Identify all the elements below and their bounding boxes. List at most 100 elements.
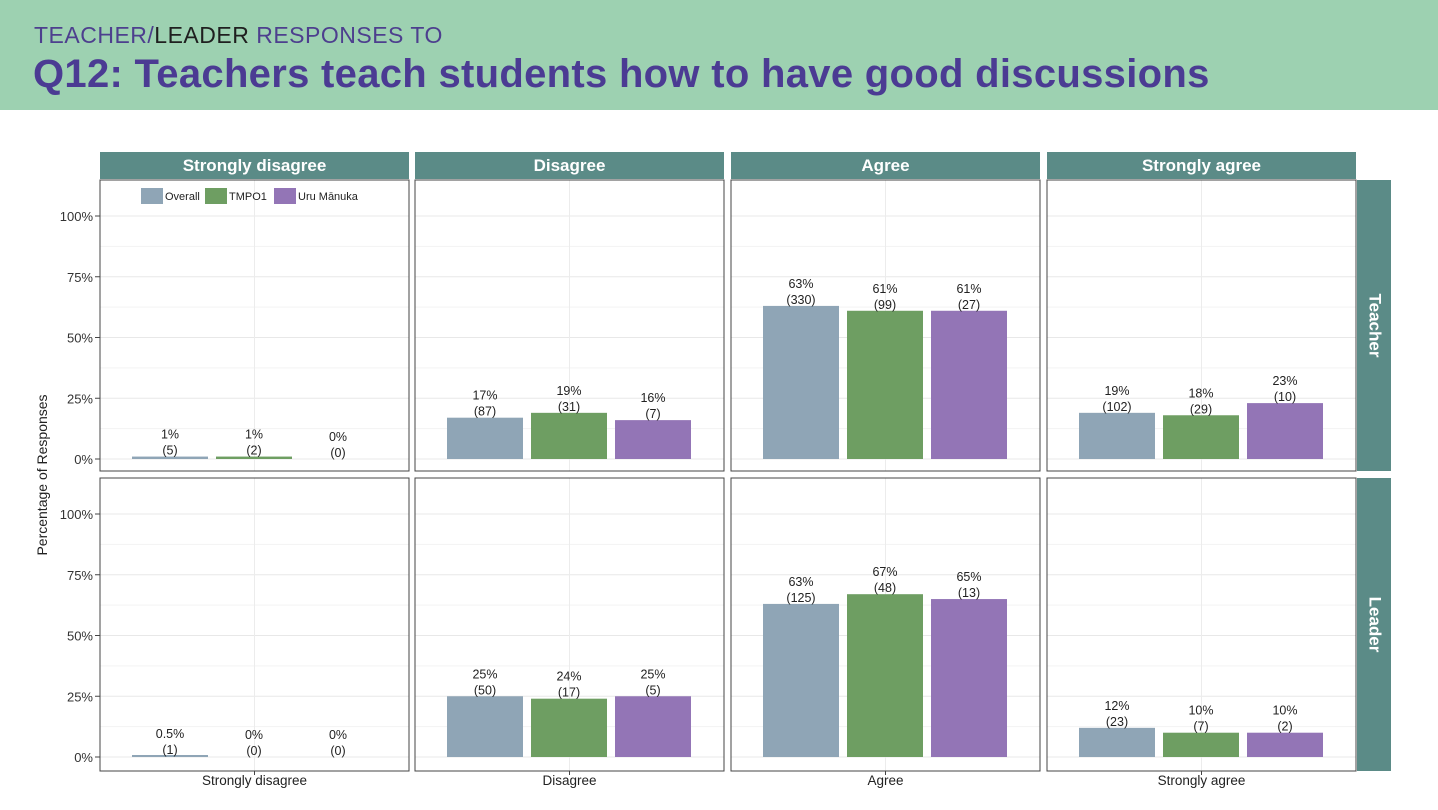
data-label-count: (13) <box>958 586 980 600</box>
bar <box>447 417 523 459</box>
data-label-pct: 19% <box>556 384 581 398</box>
y-tick-label: 75% <box>67 568 93 583</box>
data-label-count: (2) <box>1277 720 1292 734</box>
data-label-pct: 63% <box>788 575 813 589</box>
bar <box>1247 403 1323 459</box>
data-label-pct: 67% <box>872 565 897 579</box>
bar <box>216 456 292 459</box>
legend-label: Uru Mānuka <box>298 191 359 203</box>
kicker-text: TEACHER/LEADER RESPONSES TO <box>34 22 443 49</box>
kicker-rest: RESPONSES TO <box>249 22 443 48</box>
kicker-leader: LEADER <box>154 22 250 48</box>
y-tick-label: 0% <box>74 750 93 765</box>
data-label-count: (17) <box>558 686 580 700</box>
data-label-count: (48) <box>874 581 896 595</box>
y-tick-label: 25% <box>67 689 93 704</box>
bar <box>1163 415 1239 459</box>
data-label-pct: 16% <box>640 391 665 405</box>
data-label-count: (1) <box>162 743 177 757</box>
title-banner: TEACHER/LEADER RESPONSES TO Q12: Teacher… <box>0 0 1438 110</box>
data-label-pct: 0.5% <box>156 727 185 741</box>
row-strip-0 <box>1357 180 1391 471</box>
data-label-count: (27) <box>958 298 980 312</box>
data-label-pct: 25% <box>640 667 665 681</box>
bar <box>615 696 691 757</box>
bar <box>132 755 208 757</box>
data-label-pct: 1% <box>161 428 179 442</box>
data-label-pct: 10% <box>1188 704 1213 718</box>
bar <box>1247 732 1323 757</box>
data-label-count: (125) <box>786 591 815 605</box>
data-label-count: (31) <box>558 400 580 414</box>
y-tick-label: 100% <box>60 507 94 522</box>
legend-label: Overall <box>165 191 200 203</box>
y-axis-label: Percentage of Responses <box>34 394 50 555</box>
bar <box>847 594 923 757</box>
bar <box>763 305 839 459</box>
data-label-count: (10) <box>1274 390 1296 404</box>
data-label-count: (7) <box>1193 720 1208 734</box>
kicker-teacher: TEACHER/ <box>34 22 155 48</box>
data-label-pct: 65% <box>956 570 981 584</box>
data-label-pct: 10% <box>1272 704 1297 718</box>
strip-3 <box>1047 152 1356 179</box>
data-label-pct: 19% <box>1104 384 1129 398</box>
data-label-pct: 61% <box>872 282 897 296</box>
row-strip-1 <box>1357 478 1391 771</box>
x-tick-label: Agree <box>867 773 903 788</box>
legend-swatch <box>141 188 163 204</box>
strip-0 <box>100 152 409 179</box>
data-label-pct: 0% <box>245 728 263 742</box>
strip-label: Disagree <box>534 156 606 175</box>
data-label-count: (7) <box>645 407 660 421</box>
legend-swatch <box>205 188 227 204</box>
data-label-count: (0) <box>330 446 345 460</box>
data-label-count: (0) <box>330 744 345 758</box>
data-label-count: (5) <box>162 444 177 458</box>
data-label-count: (102) <box>1102 400 1131 414</box>
strip-label: Strongly disagree <box>183 156 327 175</box>
data-label-count: (99) <box>874 298 896 312</box>
legend-swatch <box>274 188 296 204</box>
bar <box>763 603 839 757</box>
y-tick-label: 25% <box>67 391 93 406</box>
x-tick-label: Strongly agree <box>1158 773 1246 788</box>
panel-border <box>99 179 410 472</box>
bar <box>931 310 1007 459</box>
strip-1 <box>415 152 724 179</box>
bar <box>531 698 607 757</box>
data-label-pct: 12% <box>1104 699 1129 713</box>
y-tick-label: 50% <box>67 629 93 644</box>
strip-label: Agree <box>861 156 909 175</box>
bar <box>847 310 923 459</box>
y-tick-label: 75% <box>67 270 93 285</box>
data-label-count: (50) <box>474 683 496 697</box>
data-label-count: (330) <box>786 293 815 307</box>
data-label-pct: 18% <box>1188 386 1213 400</box>
bar <box>615 420 691 459</box>
data-label-pct: 24% <box>556 670 581 684</box>
page-title: Q12: Teachers teach students how to have… <box>33 52 1210 96</box>
panel-border <box>730 179 1041 472</box>
strip-label: Strongly agree <box>1142 156 1261 175</box>
bar <box>1079 412 1155 459</box>
panel-border <box>414 179 725 472</box>
data-label-pct: 25% <box>472 667 497 681</box>
data-label-pct: 0% <box>329 728 347 742</box>
panel-border <box>1046 179 1357 472</box>
data-label-count: (29) <box>1190 402 1212 416</box>
row-strip-label: Leader <box>1366 597 1385 653</box>
bar <box>1079 727 1155 757</box>
data-label-count: (87) <box>474 405 496 419</box>
bar <box>132 456 208 459</box>
data-label-pct: 1% <box>245 428 263 442</box>
bar <box>447 696 523 757</box>
y-tick-label: 0% <box>74 452 93 467</box>
data-label-pct: 23% <box>1272 374 1297 388</box>
x-tick-label: Strongly disagree <box>202 773 307 788</box>
legend-label: TMPO1 <box>229 191 267 203</box>
x-tick-label: Disagree <box>542 773 596 788</box>
y-tick-label: 50% <box>67 331 93 346</box>
bar <box>931 599 1007 757</box>
